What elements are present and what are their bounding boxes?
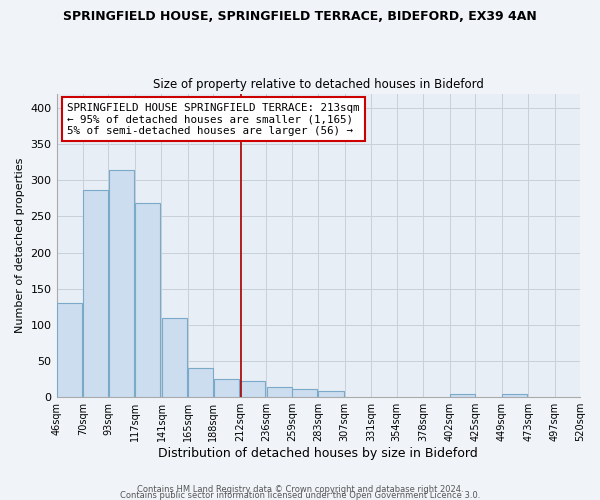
Text: SPRINGFIELD HOUSE SPRINGFIELD TERRACE: 213sqm
← 95% of detached houses are small: SPRINGFIELD HOUSE SPRINGFIELD TERRACE: 2… [67,102,359,136]
Bar [292,390,317,397]
Bar [109,170,134,397]
Text: Contains HM Land Registry data © Crown copyright and database right 2024.: Contains HM Land Registry data © Crown c… [137,484,463,494]
Bar [450,394,475,397]
Bar [266,387,292,397]
Bar [319,390,344,397]
Text: SPRINGFIELD HOUSE, SPRINGFIELD TERRACE, BIDEFORD, EX39 4AN: SPRINGFIELD HOUSE, SPRINGFIELD TERRACE, … [63,10,537,23]
Bar [188,368,213,397]
Bar [240,382,265,397]
Text: Contains public sector information licensed under the Open Government Licence 3.: Contains public sector information licen… [120,490,480,500]
Bar [214,379,239,397]
X-axis label: Distribution of detached houses by size in Bideford: Distribution of detached houses by size … [158,447,478,460]
Bar [502,394,527,397]
Title: Size of property relative to detached houses in Bideford: Size of property relative to detached ho… [153,78,484,91]
Bar [135,202,160,397]
Bar [57,303,82,397]
Bar [161,318,187,397]
Y-axis label: Number of detached properties: Number of detached properties [15,158,25,333]
Bar [83,190,108,397]
